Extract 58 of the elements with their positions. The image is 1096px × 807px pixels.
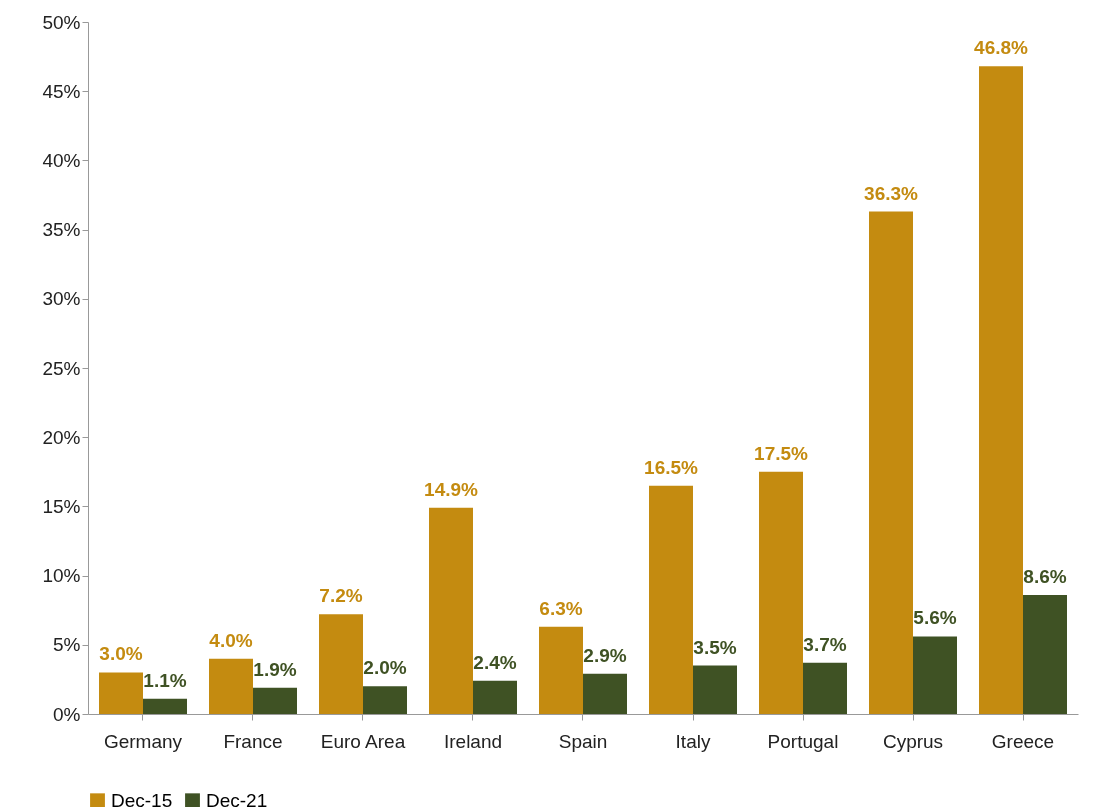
x-tick-label: Germany: [103, 730, 183, 752]
data-label: 36.3%: [864, 182, 919, 204]
bar: [209, 658, 253, 714]
y-tick-label: 5%: [53, 634, 81, 656]
x-tick-label: Portugal: [767, 730, 839, 752]
bar: [363, 686, 407, 714]
data-label: 1.1%: [143, 669, 187, 691]
x-tick-label: France: [223, 730, 283, 752]
data-label: 3.0%: [99, 643, 143, 665]
bar: [319, 614, 363, 714]
data-label: 4.0%: [209, 629, 253, 651]
y-tick-label: 30%: [42, 288, 81, 310]
y-tick-label: 50%: [42, 11, 81, 33]
legend-label: Dec-15: [111, 789, 173, 807]
bar: [693, 665, 737, 714]
bar: [1023, 594, 1067, 714]
data-label: 1.9%: [253, 658, 297, 680]
data-label: 14.9%: [424, 478, 479, 500]
data-label: 5.6%: [913, 607, 957, 629]
bar: [99, 672, 143, 714]
data-label: 17.5%: [754, 442, 809, 464]
y-tick-label: 15%: [42, 495, 81, 517]
x-tick-label: Ireland: [443, 730, 503, 752]
data-label: 8.6%: [1023, 565, 1067, 587]
bar: [253, 687, 297, 714]
data-label: 7.2%: [319, 585, 363, 607]
bar: [143, 698, 187, 714]
data-label: 3.7%: [803, 633, 847, 655]
bar: [759, 471, 803, 714]
data-label: 2.4%: [473, 651, 517, 673]
y-tick-label: 25%: [42, 357, 81, 379]
y-tick-label: 40%: [42, 149, 81, 171]
data-label: 2.0%: [363, 657, 407, 679]
x-tick-label: Cyprus: [882, 730, 944, 752]
bar: [803, 662, 847, 714]
data-label: 16.5%: [644, 456, 699, 478]
y-tick-label: 10%: [42, 565, 81, 587]
bar: [869, 211, 913, 714]
data-label: 46.8%: [974, 37, 1029, 59]
y-tick-label: 35%: [42, 219, 81, 241]
bar: [583, 673, 627, 714]
x-tick-label: Greece: [991, 730, 1055, 752]
bar: [429, 507, 473, 714]
data-label: 6.3%: [539, 597, 583, 619]
bar: [473, 680, 517, 714]
x-tick-label: Italy: [675, 730, 711, 752]
bar: [913, 636, 957, 714]
bar: [649, 485, 693, 714]
bar: [539, 626, 583, 714]
data-label: 3.5%: [693, 636, 737, 658]
data-label: 2.9%: [583, 644, 627, 666]
bar: [979, 66, 1023, 714]
y-tick-label: 0%: [53, 703, 81, 725]
y-tick-label: 20%: [42, 426, 81, 448]
x-tick-label: Euro Area: [320, 730, 406, 752]
y-tick-label: 45%: [42, 80, 81, 102]
x-tick-label: Spain: [558, 730, 608, 752]
legend-label: Dec-21: [206, 789, 268, 807]
